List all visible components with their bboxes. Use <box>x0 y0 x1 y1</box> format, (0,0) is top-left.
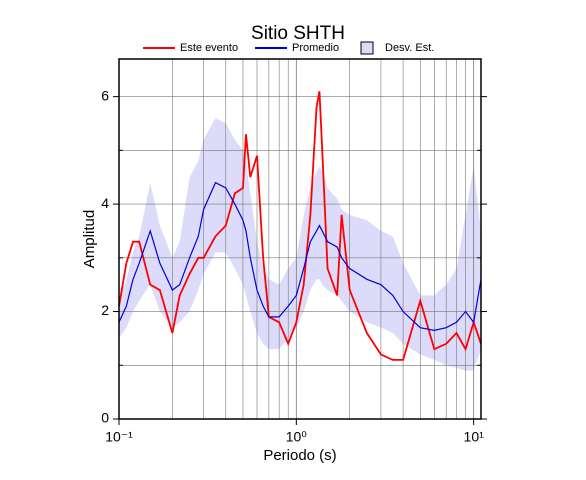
y-tick-label: 0 <box>101 410 109 426</box>
chart-title: Sitio SHTH <box>251 23 345 44</box>
x-tick-label: 10⁻¹ <box>105 429 133 445</box>
legend-label: Promedio <box>292 42 339 54</box>
series-line <box>118 91 482 361</box>
y-tick-label: 2 <box>101 302 109 318</box>
legend-swatch <box>360 41 374 55</box>
legend-label: Desv. Est. <box>385 42 434 54</box>
y-tick-label: 4 <box>101 195 109 211</box>
y-axis-label: Amplitud <box>81 210 98 268</box>
x-axis-label: Periodo (s) <box>263 447 336 464</box>
x-tick-label: 10⁰ <box>286 429 308 445</box>
std-band <box>119 118 481 371</box>
x-tick-label: 10¹ <box>464 429 485 445</box>
plot-frame <box>118 58 482 420</box>
y-tick-label: 6 <box>101 87 109 103</box>
legend-label: Este evento <box>180 42 238 54</box>
series-line <box>118 181 482 331</box>
